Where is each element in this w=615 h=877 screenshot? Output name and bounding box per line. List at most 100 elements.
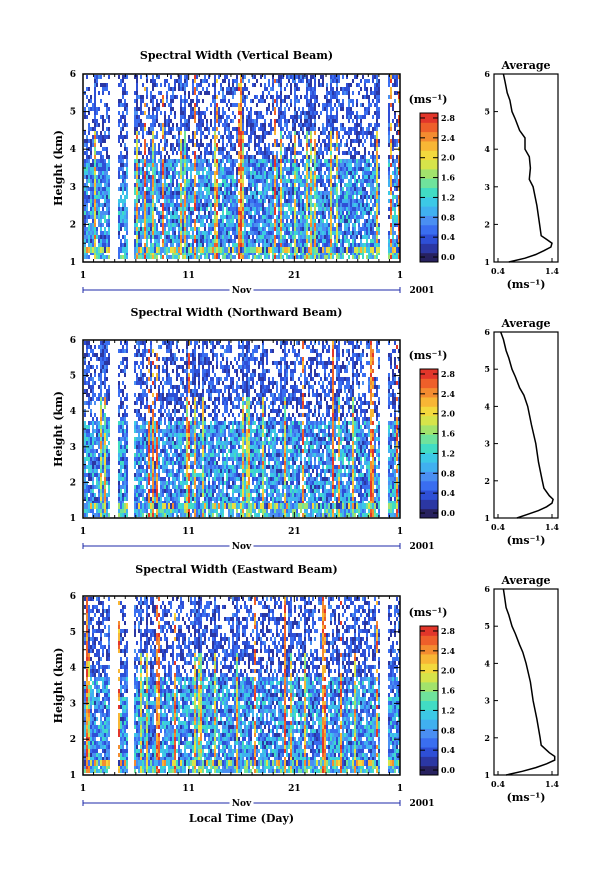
- heatmap-cell: [92, 239, 94, 243]
- heatmap-cell: [266, 191, 268, 195]
- heatmap-cell: [242, 107, 244, 111]
- heatmap-cell: [234, 203, 236, 207]
- heatmap-cell: [234, 103, 236, 107]
- heatmap-cell: [262, 127, 264, 131]
- heatmap-cell: [146, 239, 148, 243]
- heatmap-cell: [224, 191, 226, 195]
- heatmap-cell: [186, 187, 188, 191]
- heatmap-cell: [346, 87, 348, 91]
- heatmap-cell: [252, 159, 254, 163]
- heatmap-cell: [210, 143, 212, 147]
- heatmap-cell: [342, 135, 344, 139]
- heatmap-cell: [376, 199, 378, 203]
- heatmap-cell: [172, 147, 174, 151]
- heatmap-cell: [176, 163, 178, 167]
- heatmap-cell: [96, 231, 98, 235]
- heatmap-cell: [308, 171, 310, 175]
- heatmap-cell: [210, 179, 212, 183]
- heatmap-cell: [300, 219, 302, 223]
- heatmap-cell: [90, 107, 92, 111]
- heatmap-cell: [282, 179, 284, 183]
- heatmap-cell: [346, 183, 348, 187]
- heatmap-cell: [276, 119, 278, 123]
- heatmap-cell: [314, 239, 316, 243]
- heatmap-cell: [272, 255, 274, 259]
- heatmap-cell: [306, 255, 308, 259]
- heatmap-cell: [268, 91, 270, 95]
- heatmap-cell: [190, 207, 192, 211]
- heatmap-cell: [136, 171, 138, 175]
- heatmap-cell: [158, 187, 160, 191]
- heatmap-cell: [162, 203, 164, 207]
- heatmap-cell: [390, 183, 392, 187]
- heatmap-cell: [230, 195, 232, 199]
- heatmap-cell: [272, 171, 274, 175]
- heatmap-cell: [210, 171, 212, 175]
- heatmap-cell: [92, 203, 94, 207]
- heatmap-cell: [270, 207, 272, 211]
- heatmap-cell: [390, 143, 392, 147]
- heatmap-cell: [398, 123, 400, 127]
- heatmap-cell: [150, 155, 152, 159]
- heatmap-cell: [360, 191, 362, 195]
- heatmap-cell: [134, 107, 136, 111]
- heatmap-cell: [298, 163, 300, 167]
- heatmap-cell: [92, 187, 94, 191]
- heatmap-cell: [312, 171, 314, 175]
- heatmap-cell: [378, 195, 380, 199]
- heatmap-cell: [308, 155, 310, 159]
- heatmap-cell: [164, 223, 166, 227]
- heatmap-cell: [342, 211, 344, 215]
- heatmap-cell: [344, 163, 346, 167]
- heatmap-cell: [122, 219, 124, 223]
- heatmap-cell: [310, 119, 312, 123]
- heatmap-cell: [170, 243, 172, 247]
- heatmap-cell: [330, 171, 332, 175]
- heatmap-cell: [310, 219, 312, 223]
- heatmap-cell: [246, 207, 248, 211]
- heatmap-cell: [306, 75, 308, 79]
- heatmap-cell: [330, 127, 332, 131]
- heatmap-cell: [364, 175, 366, 179]
- heatmap-cell: [360, 131, 362, 135]
- heatmap-cell: [180, 95, 182, 99]
- heatmap-cell: [342, 167, 344, 171]
- heatmap-cell: [310, 159, 312, 163]
- heatmap-cell: [186, 183, 188, 187]
- heatmap-cell: [90, 231, 92, 235]
- heatmap-cell: [222, 239, 224, 243]
- heatmap-cell: [288, 171, 290, 175]
- heatmap-cell: [236, 131, 238, 135]
- heatmap-cell: [376, 143, 378, 147]
- heatmap-cell: [398, 131, 400, 135]
- heatmap-cell: [296, 191, 298, 195]
- heatmap-cell: [342, 127, 344, 131]
- heatmap-cell: [126, 219, 128, 223]
- heatmap-cell: [314, 211, 316, 215]
- heatmap-cell: [286, 211, 288, 215]
- heatmap-cell: [230, 239, 232, 243]
- heatmap-cell: [310, 247, 312, 253]
- heatmap-cell: [260, 195, 262, 199]
- heatmap-cell: [292, 195, 294, 199]
- heatmap-cell: [304, 255, 306, 259]
- heatmap-cell: [290, 155, 292, 159]
- heatmap-cell: [186, 243, 188, 247]
- heatmap-cell: [316, 203, 318, 207]
- heatmap-cell: [358, 83, 360, 87]
- heatmap-cell: [170, 223, 172, 227]
- heatmap-cell: [338, 227, 340, 231]
- heatmap-cell: [308, 255, 310, 259]
- heatmap-cell: [220, 219, 222, 223]
- heatmap-cell: [316, 235, 318, 239]
- heatmap-cell: [246, 131, 248, 135]
- heatmap-cell: [220, 83, 222, 87]
- heatmap-cell: [264, 87, 266, 91]
- heatmap-cell: [88, 243, 90, 247]
- heatmap-cell: [214, 115, 216, 119]
- heatmap-cell: [122, 167, 124, 171]
- heatmap-cell: [88, 175, 90, 179]
- heatmap-cell: [394, 223, 396, 227]
- heatmap-cell: [214, 87, 216, 91]
- heatmap-cell: [320, 195, 322, 199]
